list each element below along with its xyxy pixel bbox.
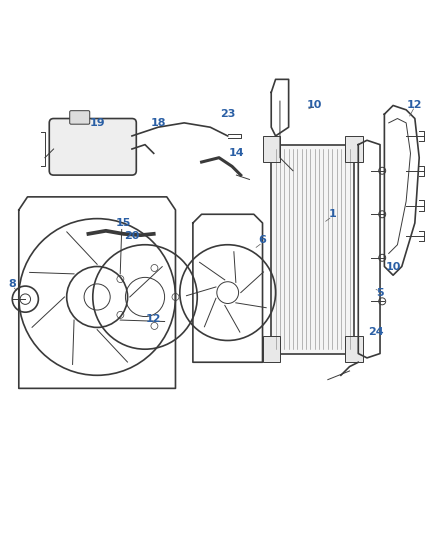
Text: 1: 1 — [328, 209, 336, 219]
Text: 18: 18 — [150, 118, 166, 128]
Text: 20: 20 — [124, 231, 140, 241]
Text: 10: 10 — [385, 262, 401, 271]
Text: 19: 19 — [89, 118, 105, 128]
FancyBboxPatch shape — [262, 336, 280, 362]
Text: 12: 12 — [407, 100, 423, 110]
FancyBboxPatch shape — [70, 111, 90, 124]
FancyBboxPatch shape — [345, 136, 363, 162]
Text: 5: 5 — [376, 288, 384, 297]
FancyBboxPatch shape — [345, 336, 363, 362]
Text: 10: 10 — [307, 100, 322, 110]
Text: 6: 6 — [258, 236, 266, 245]
Text: 8: 8 — [8, 279, 16, 289]
FancyBboxPatch shape — [49, 118, 136, 175]
Text: 15: 15 — [116, 218, 131, 228]
Text: 23: 23 — [220, 109, 235, 119]
Text: 12: 12 — [146, 314, 162, 324]
FancyBboxPatch shape — [262, 136, 280, 162]
FancyBboxPatch shape — [271, 144, 354, 353]
Text: 14: 14 — [229, 148, 244, 158]
Text: 24: 24 — [368, 327, 384, 337]
